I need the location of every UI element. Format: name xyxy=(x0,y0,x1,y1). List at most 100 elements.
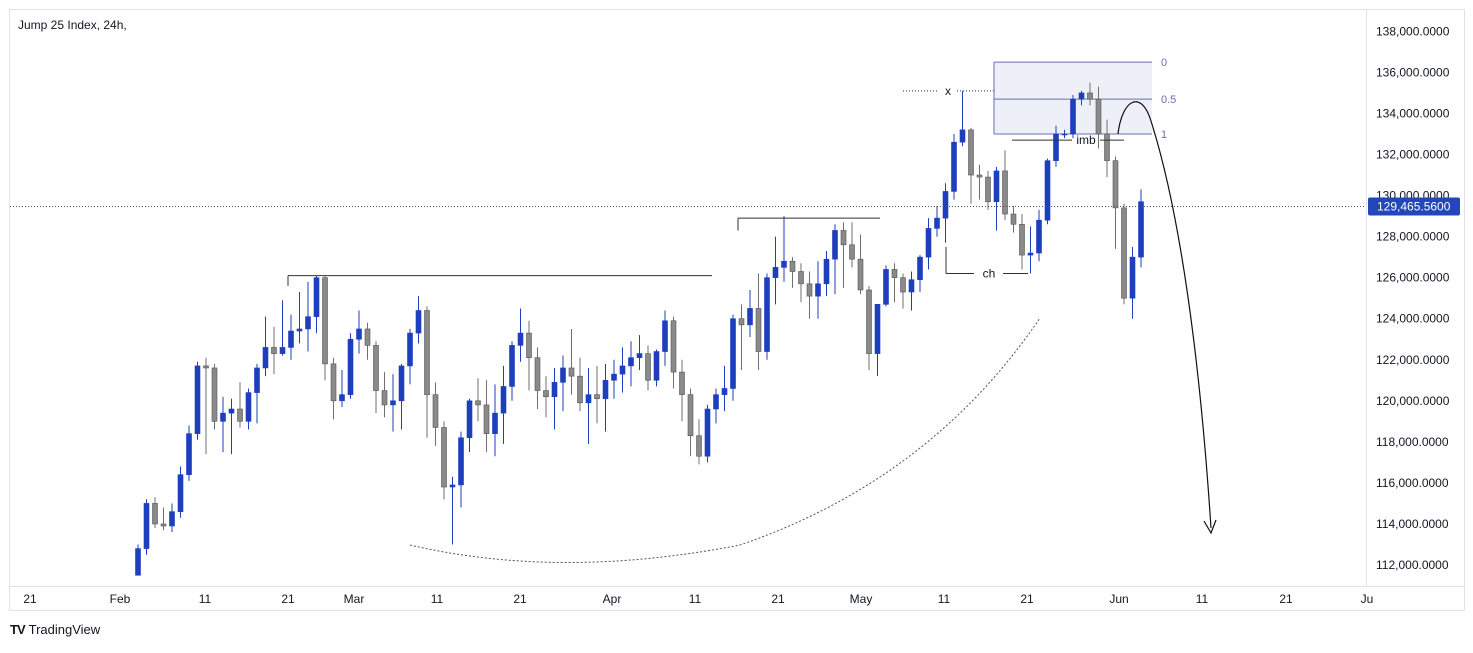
rounded-bottom-curve xyxy=(409,317,1041,563)
candle-body xyxy=(823,258,830,285)
candle-body xyxy=(177,474,184,512)
candle-body xyxy=(373,345,379,391)
candle-body xyxy=(713,394,719,410)
current-price-layer: 129,465.5600 xyxy=(10,197,1460,216)
candle-body xyxy=(849,244,855,260)
tradingview-name: TradingView xyxy=(28,622,101,637)
candle-body xyxy=(1044,160,1051,221)
candle-body xyxy=(985,176,991,203)
candle-body xyxy=(653,351,660,381)
time-tick-label: 21 xyxy=(23,592,37,606)
candle-body xyxy=(466,400,473,439)
tradingview-branding[interactable]: TV TradingView xyxy=(10,622,100,637)
candle-body xyxy=(1053,133,1059,161)
candle-body xyxy=(407,332,413,367)
candle-body xyxy=(288,330,294,348)
current-price-label: 129,465.5600 xyxy=(1377,200,1451,214)
candle-body xyxy=(925,228,932,258)
chart-frame xyxy=(9,9,1465,611)
price-tick-label: 122,000.0000 xyxy=(1376,353,1450,367)
candle-body xyxy=(194,365,201,434)
candle-body xyxy=(636,353,643,358)
candle-body xyxy=(220,412,226,422)
candle-body xyxy=(509,345,515,387)
candle-body xyxy=(670,320,677,373)
chart-title: Jump 25 Index, 24h, xyxy=(18,18,127,32)
candle-body xyxy=(492,412,498,434)
candle-body xyxy=(628,357,634,367)
candle-body xyxy=(169,511,175,527)
candle-body xyxy=(1121,207,1127,299)
candle-body xyxy=(1095,98,1102,135)
candle-body xyxy=(568,367,575,377)
candle-body xyxy=(806,283,813,297)
fib-level-label: 0.5 xyxy=(1161,94,1176,106)
time-tick-label: 11 xyxy=(199,592,212,606)
candle-body xyxy=(908,279,915,293)
candle-body xyxy=(1070,98,1076,135)
candle-body xyxy=(245,392,252,422)
fib-level-label: 0 xyxy=(1161,57,1167,69)
candle-body xyxy=(449,484,456,488)
candle-body xyxy=(696,435,702,457)
candle-body xyxy=(364,328,371,346)
candle-body xyxy=(458,437,464,486)
candle-body xyxy=(1138,201,1144,258)
candle-body xyxy=(330,363,337,402)
candle-body xyxy=(1010,213,1017,225)
candle-body xyxy=(1061,133,1068,136)
candle-body xyxy=(347,338,354,395)
candle-body xyxy=(959,129,966,143)
time-tick-label: Ju xyxy=(1361,592,1374,606)
projection-path xyxy=(1117,101,1212,529)
time-tick-label: 11 xyxy=(1196,592,1209,606)
time-tick-label: Feb xyxy=(110,592,131,606)
candle-body xyxy=(203,365,209,369)
candle-body xyxy=(381,390,388,406)
candle-body xyxy=(415,310,422,334)
price-axis[interactable]: 112,000.0000 114,000.0000 116,000.0000 118,… xyxy=(1376,24,1450,572)
candle-body xyxy=(160,523,167,527)
ch-label: ch xyxy=(983,267,996,281)
candle-body xyxy=(857,258,864,291)
candle-body xyxy=(883,269,889,305)
candle-body xyxy=(356,328,362,340)
candle-body xyxy=(1019,223,1025,256)
candle-body xyxy=(976,174,983,178)
drawings-layer-front: ch x imb xyxy=(287,84,1217,563)
candle-body xyxy=(951,141,957,192)
fib-level-label: 1 xyxy=(1161,129,1167,141)
candles-layer xyxy=(135,82,1144,576)
candle-body xyxy=(483,404,490,434)
candle-body xyxy=(441,427,447,488)
candle-body xyxy=(398,365,405,402)
candle-body xyxy=(517,332,524,346)
candle-body xyxy=(313,277,320,317)
candle-body xyxy=(322,277,328,365)
price-tick-label: 134,000.0000 xyxy=(1376,106,1450,120)
time-axis[interactable]: 21 Feb 11 21 Mar 11 21 Apr 11 21 May 11 21 Jun 11 21 Ju xyxy=(23,592,1373,606)
candle-body xyxy=(560,367,566,383)
candle-body xyxy=(832,230,838,260)
candle-body xyxy=(237,408,243,422)
candle-body xyxy=(781,260,787,268)
candle-body xyxy=(866,289,872,354)
candle-body xyxy=(1087,92,1093,100)
candle-body xyxy=(815,283,821,297)
candle-body xyxy=(534,357,541,391)
candle-body xyxy=(662,320,668,352)
candle-body xyxy=(585,394,592,404)
candle-body xyxy=(543,390,549,397)
candle-body xyxy=(551,382,558,397)
time-tick-label: 11 xyxy=(431,592,444,606)
tradingview-logo-icon: TV xyxy=(10,622,26,637)
candle-body xyxy=(424,310,430,395)
imb-label: imb xyxy=(1076,133,1096,147)
candle-body xyxy=(747,308,753,326)
candle-body xyxy=(390,400,396,406)
candle-body xyxy=(143,503,150,549)
candle-body xyxy=(764,277,770,352)
candle-body xyxy=(602,379,609,400)
